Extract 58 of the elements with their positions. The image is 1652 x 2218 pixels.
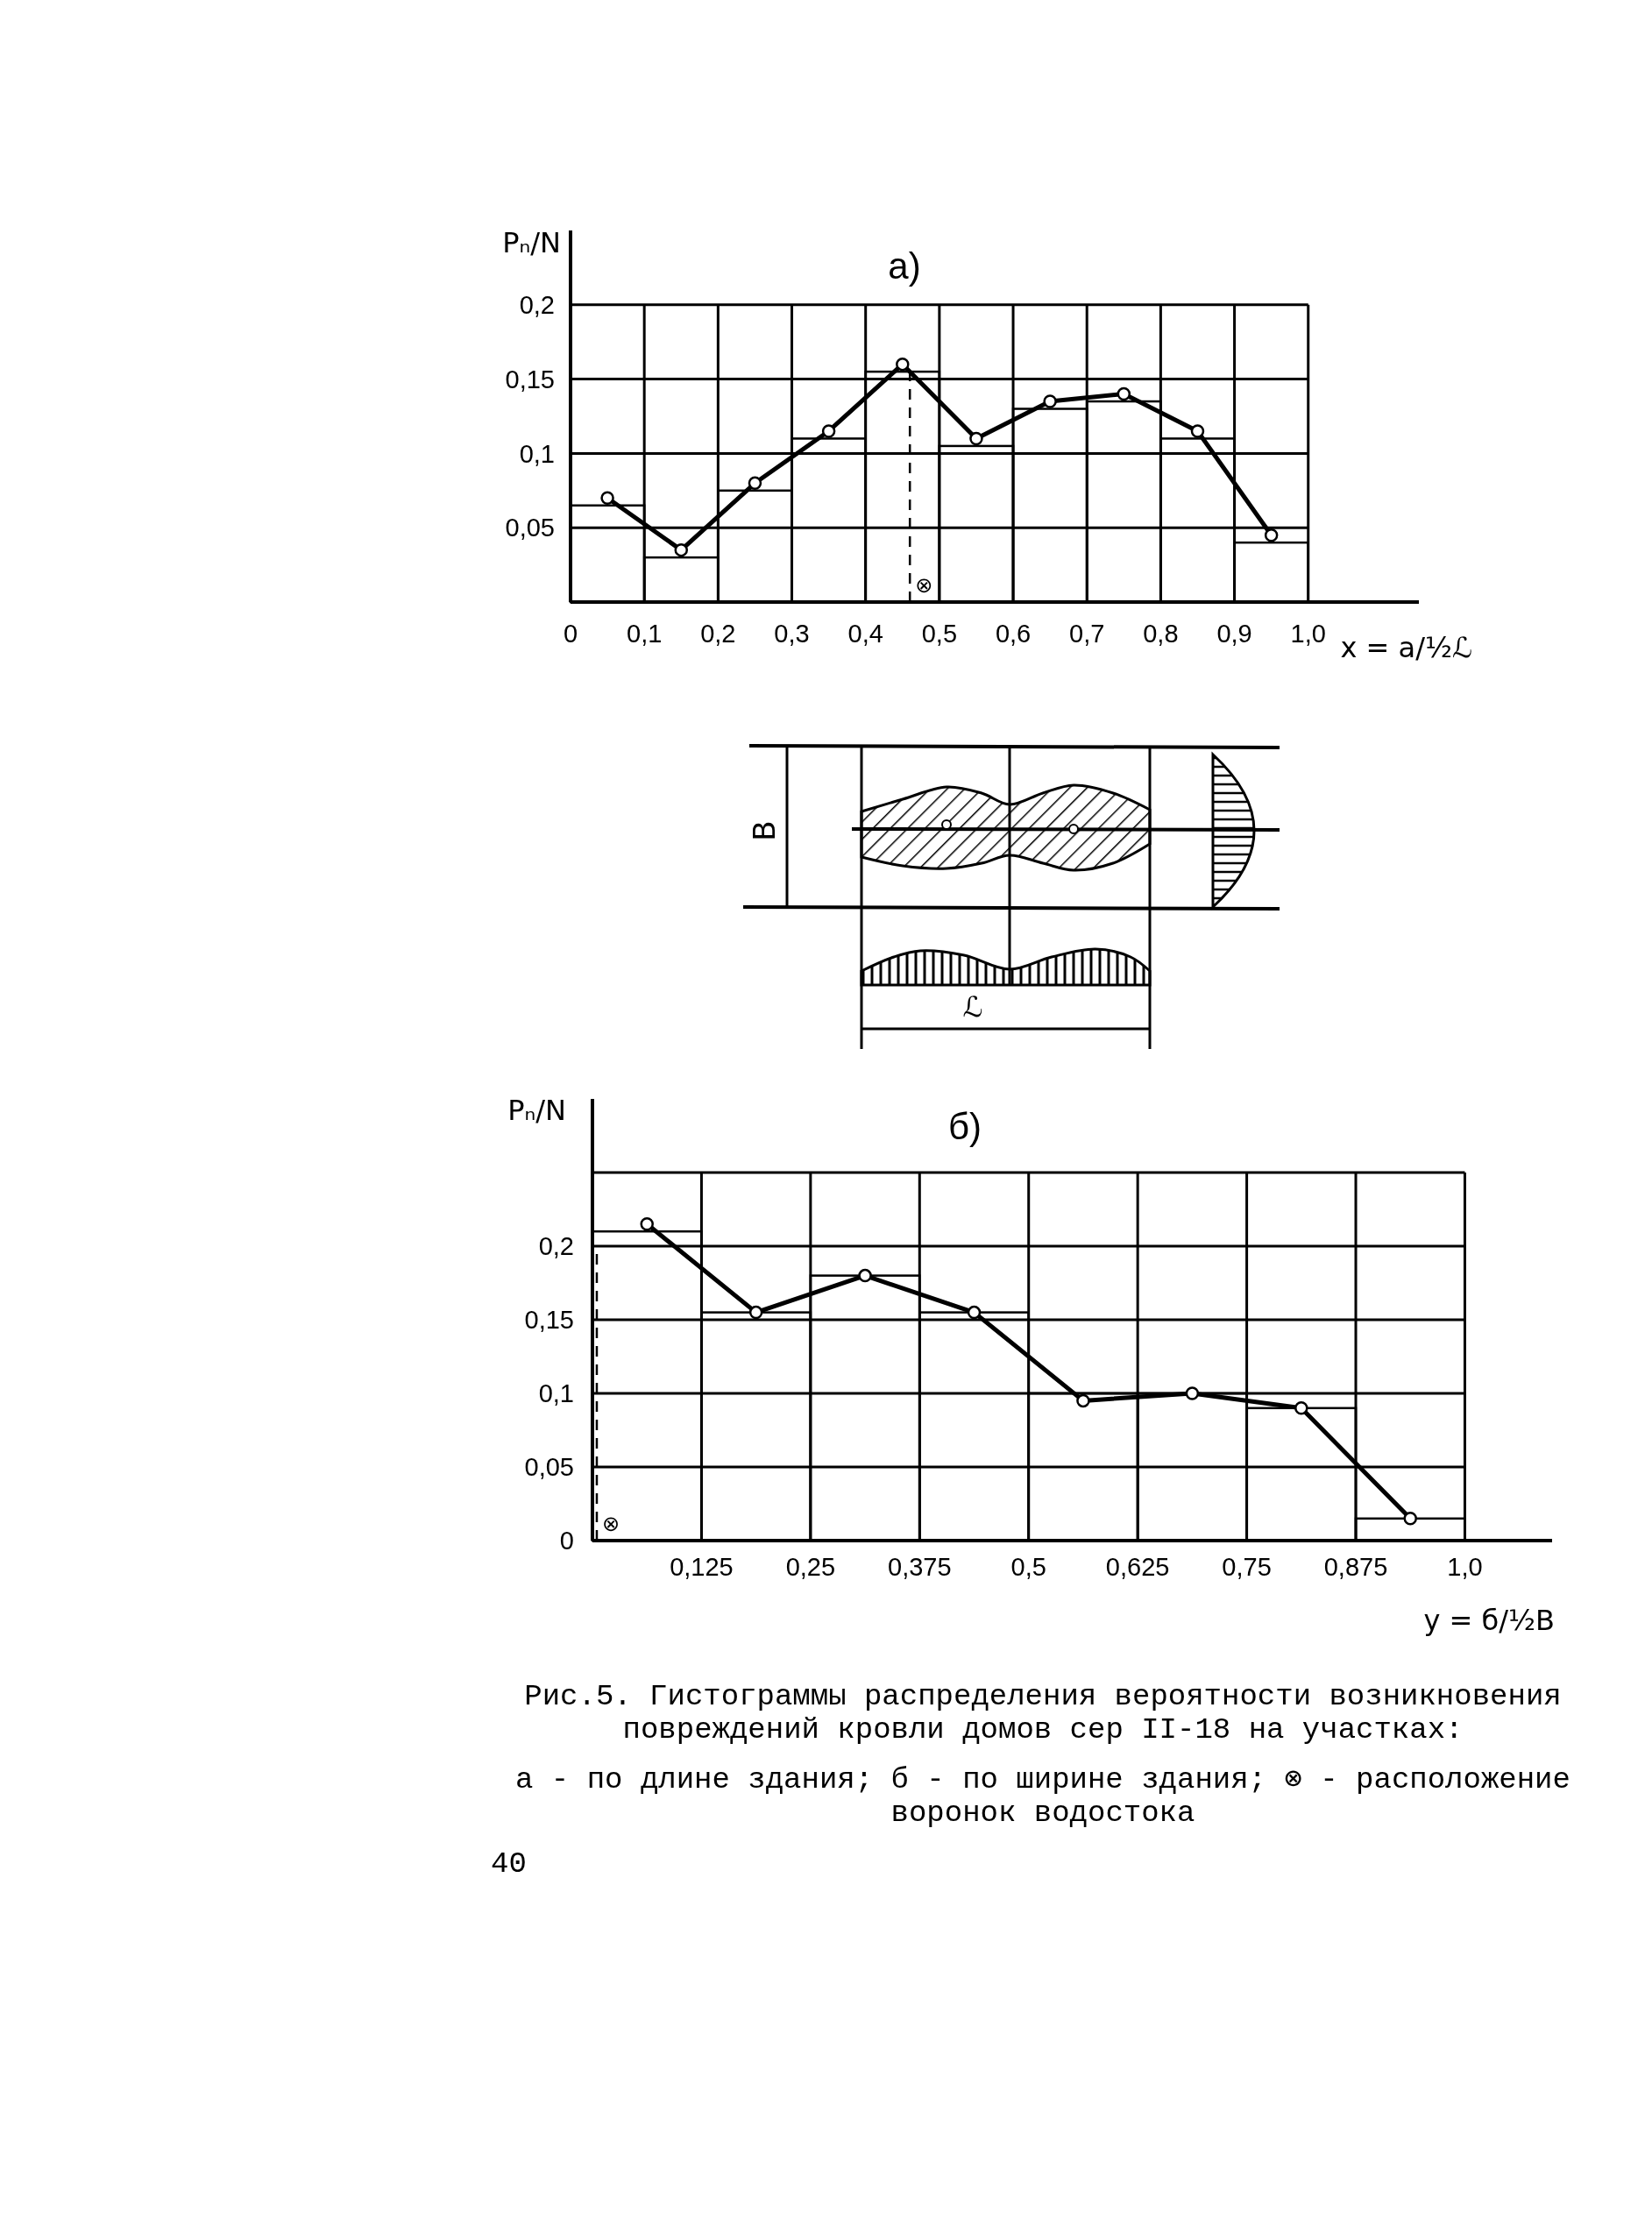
- point: [821, 424, 836, 438]
- x-tick-label: 0,8: [1143, 620, 1179, 648]
- y-tick-label: 0,05: [524, 1453, 574, 1482]
- y-tick-label: 0,15: [505, 365, 555, 393]
- point: [640, 1217, 654, 1231]
- point: [1117, 386, 1131, 401]
- point: [969, 431, 983, 446]
- point: [1264, 528, 1279, 542]
- x-axis-title: x = a/½ℒ: [1340, 631, 1472, 664]
- x-tick-label: 0,5: [921, 620, 958, 648]
- y-axis-title: Pₙ/N: [502, 226, 561, 259]
- x-axis-title: y = б/½B: [1423, 1604, 1555, 1637]
- x-tick-label: 0,75: [1222, 1553, 1272, 1582]
- x-tick-label: 0,9: [1216, 620, 1252, 648]
- x-tick-label: 0,4: [847, 620, 883, 648]
- point: [1294, 1401, 1308, 1415]
- x-tick-label: 0,1: [627, 620, 663, 648]
- x-tick-label: 0,875: [1323, 1553, 1388, 1582]
- x-tick-label: 0,2: [700, 620, 736, 648]
- text: а - по длине здания; б - по ширине здания; ⊗ - расположение воронок водостока: [514, 1763, 1571, 1830]
- x-tick-label: 1,0: [1290, 620, 1326, 648]
- y-tick-label: 0: [559, 1527, 574, 1555]
- point: [748, 476, 762, 491]
- x-tick-label: 0,25: [785, 1553, 836, 1582]
- x-tick-label: 0,375: [888, 1553, 952, 1582]
- x-tick-label: 0,625: [1105, 1553, 1170, 1582]
- point: [674, 542, 689, 557]
- y-axis-title: Pₙ/N: [507, 1094, 566, 1127]
- y-tick-label: 0,1: [519, 439, 555, 468]
- y-tick-label: 0,2: [538, 1232, 574, 1261]
- point: [1043, 394, 1057, 408]
- y-tick-label: 0,1: [538, 1379, 574, 1408]
- x-tick-label: 0,125: [670, 1553, 734, 1582]
- text: 40: [491, 1847, 528, 1881]
- point: [1185, 1386, 1200, 1400]
- y-tick-label: 0,15: [524, 1306, 574, 1335]
- x-tick-label: 0,7: [1069, 620, 1105, 648]
- point: [600, 491, 614, 506]
- x-tick-label: 1,0: [1447, 1553, 1483, 1582]
- y-tick-label: 0,2: [519, 290, 555, 319]
- point: [1076, 1393, 1090, 1408]
- text: ℒ: [962, 990, 983, 1024]
- chart-title: б): [947, 1106, 982, 1147]
- x-tick-label: 0,5: [1010, 1553, 1046, 1582]
- text: Рис.5. Гистограммы распределения вероятности возникновения повреждений кровли домов сер II-18 на участках:: [523, 1680, 1563, 1747]
- y-tick-label: 0,05: [505, 514, 555, 542]
- x-tick-label: 0,3: [774, 620, 810, 648]
- point: [1190, 424, 1205, 438]
- point: [748, 1305, 763, 1320]
- point: [967, 1305, 982, 1320]
- text: B: [746, 820, 782, 841]
- point: [858, 1268, 872, 1283]
- ref-line-label: ⊗: [915, 573, 933, 599]
- point: [1403, 1512, 1417, 1526]
- chart-title: а): [888, 245, 921, 287]
- point: [896, 357, 910, 372]
- x-tick-label: 0,6: [995, 620, 1032, 648]
- ref-line-label: ⊗: [601, 1512, 620, 1537]
